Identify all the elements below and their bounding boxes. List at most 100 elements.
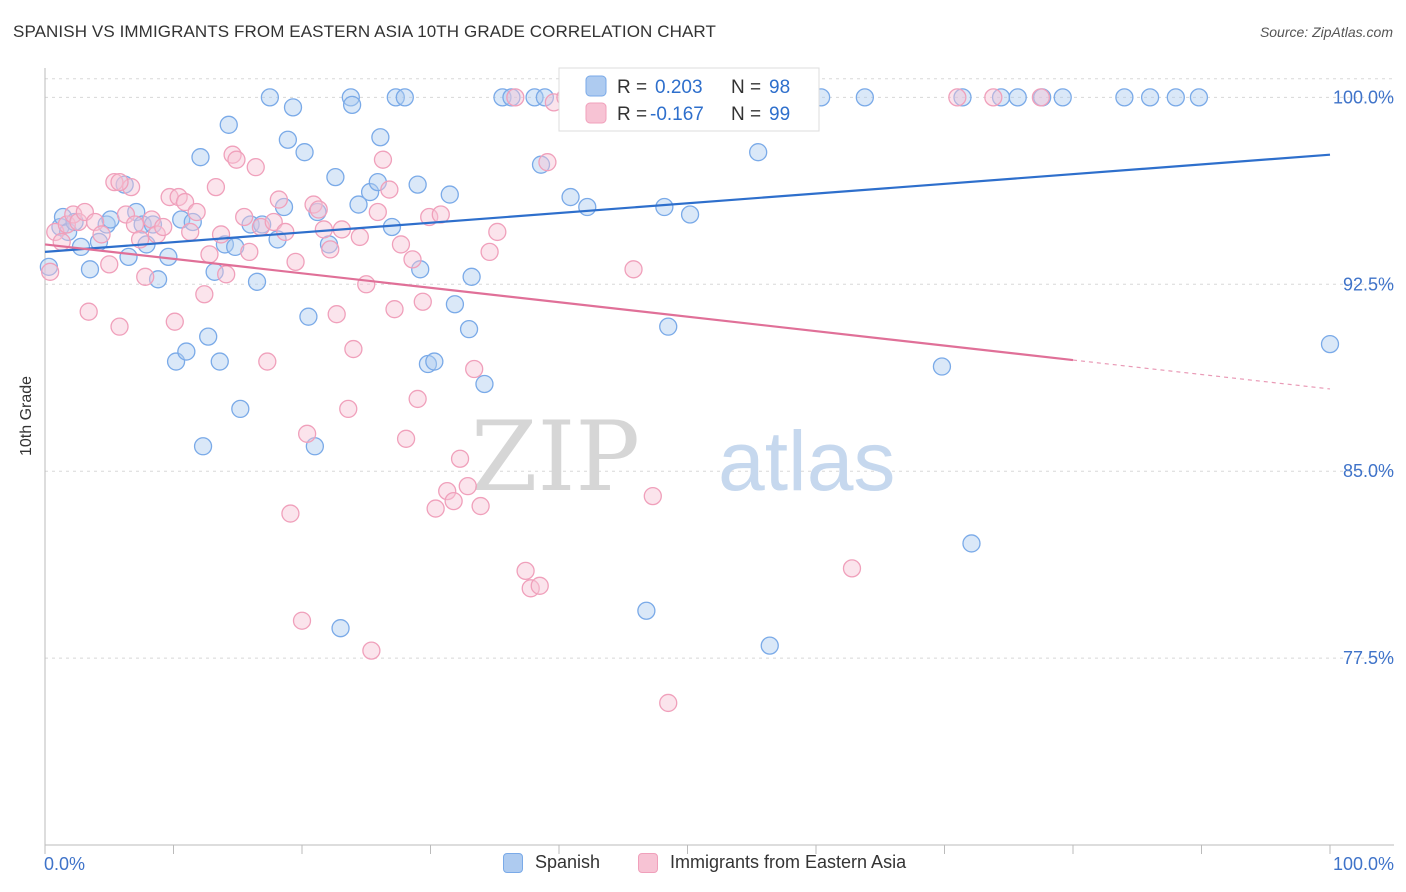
- immigrants-point: [187, 202, 206, 222]
- spanish-point: [260, 88, 280, 107]
- immigrants-point: [92, 225, 111, 244]
- immigrants-point: [240, 242, 259, 262]
- spanish-point: [408, 175, 427, 194]
- immigrants-point: [286, 252, 305, 272]
- immigrants-point: [538, 153, 557, 172]
- immigrants-point: [350, 227, 369, 247]
- immigrants-point: [195, 285, 214, 304]
- spanish-point: [459, 319, 479, 339]
- spanish-trend-line: [44, 153, 1331, 253]
- immigrants-point: [948, 88, 967, 107]
- immigrants-point: [380, 180, 399, 199]
- spanish-point: [172, 210, 191, 229]
- legend-item-immigrants[interactable]: Immigrants from Eastern Asia: [638, 852, 906, 873]
- spanish-point: [231, 399, 250, 419]
- y-tick-label: 100.0%: [1333, 87, 1394, 107]
- spanish-point: [502, 88, 521, 107]
- x-tick-label-max: 100.0%: [1333, 854, 1394, 874]
- spanish-point: [247, 272, 267, 291]
- legend-r-label: R =: [617, 104, 647, 125]
- spanish-point: [411, 260, 430, 279]
- immigrants-point: [396, 429, 416, 448]
- legend-item-spanish[interactable]: Spanish: [503, 852, 600, 873]
- immigrants-point: [391, 235, 411, 254]
- immigrants-point: [488, 222, 507, 242]
- immigrants-point: [105, 172, 124, 192]
- chart-title: SPANISH VS IMMIGRANTS FROM EASTERN ASIA …: [13, 22, 716, 41]
- immigrants-point: [984, 88, 1003, 107]
- spanish-point: [342, 95, 362, 115]
- spanish-point: [177, 342, 196, 361]
- immigrants-point: [516, 561, 535, 581]
- axes: [44, 68, 1394, 854]
- spanish-point: [395, 88, 414, 107]
- spanish-point: [1053, 88, 1072, 107]
- immigrants-point: [506, 88, 525, 107]
- spanish-point: [371, 128, 390, 147]
- immigrants-point: [659, 693, 678, 713]
- immigrants-point: [385, 300, 404, 319]
- spanish-point: [525, 88, 544, 107]
- spanish-point: [561, 187, 580, 207]
- spanish-point: [326, 167, 345, 187]
- spanish-point: [360, 182, 380, 202]
- spanish-point: [341, 88, 360, 107]
- immigrants-point: [327, 305, 346, 324]
- spanish-point: [331, 619, 350, 638]
- spanish-point: [1189, 88, 1209, 107]
- immigrants-point: [281, 504, 300, 523]
- immigrants-point: [368, 202, 387, 222]
- legend-r-value-immigrants: -0.167: [650, 104, 704, 125]
- immigrants-point: [110, 317, 129, 336]
- trend-lines: [44, 153, 1331, 390]
- spanish-point: [655, 197, 674, 217]
- spanish-point: [962, 534, 981, 553]
- immigrants-point: [321, 240, 340, 259]
- spanish-point: [133, 215, 152, 234]
- source-label: Source: ZipAtlas.com: [1259, 24, 1393, 40]
- immigrants-point: [458, 476, 477, 496]
- immigrants-point: [373, 150, 393, 169]
- spanish-point: [760, 636, 779, 655]
- spanish-point: [191, 148, 210, 167]
- immigrants-point: [362, 641, 381, 660]
- immigrants-point: [227, 150, 246, 169]
- spanish-point: [1008, 88, 1027, 107]
- immigrants-point: [57, 215, 76, 234]
- legend-n-label: N =: [731, 77, 761, 98]
- spanish-point: [283, 98, 303, 117]
- spanish-point: [462, 267, 481, 286]
- immigrants-point: [292, 611, 312, 630]
- legend-label-immigrants: Immigrants from Eastern Asia: [670, 852, 907, 872]
- legend-label-spanish: Spanish: [535, 852, 601, 872]
- watermark-zip: ZIP: [471, 401, 640, 513]
- spanish-point: [1166, 88, 1185, 107]
- spanish-point: [855, 88, 874, 107]
- immigrants-point: [40, 262, 60, 281]
- legend-n-value-immigrants: 99: [769, 104, 790, 125]
- stats-legend: R = 0.203 N = 98 R = -0.167 N = 99: [558, 67, 820, 132]
- immigrants-point: [100, 255, 119, 274]
- immigrants-point: [420, 207, 439, 227]
- immigrants-point: [426, 499, 445, 518]
- immigrants-point: [450, 449, 470, 468]
- immigrants-point: [154, 217, 173, 237]
- immigrants-point: [217, 265, 236, 284]
- legend-swatch-immigrants: [638, 852, 658, 873]
- spanish-point: [1320, 334, 1340, 354]
- immigrants-point: [246, 158, 265, 177]
- spanish-point: [1140, 88, 1160, 107]
- immigrants-trend-line: [44, 243, 1074, 362]
- spanish-points: [39, 88, 1340, 655]
- spanish-point: [349, 195, 368, 214]
- immigrants-points: [40, 88, 1051, 713]
- immigrants-point: [842, 559, 862, 578]
- spanish-point: [749, 143, 768, 162]
- spanish-point: [199, 327, 218, 346]
- immigrants-point: [79, 302, 98, 321]
- legend-r-value-spanish: 0.203: [655, 77, 703, 98]
- spanish-point: [535, 88, 555, 107]
- spanish-point: [119, 247, 138, 267]
- immigrants-trend-line-extension: [1072, 359, 1331, 390]
- series-legend: Spanish Immigrants from Eastern Asia: [0, 852, 1406, 878]
